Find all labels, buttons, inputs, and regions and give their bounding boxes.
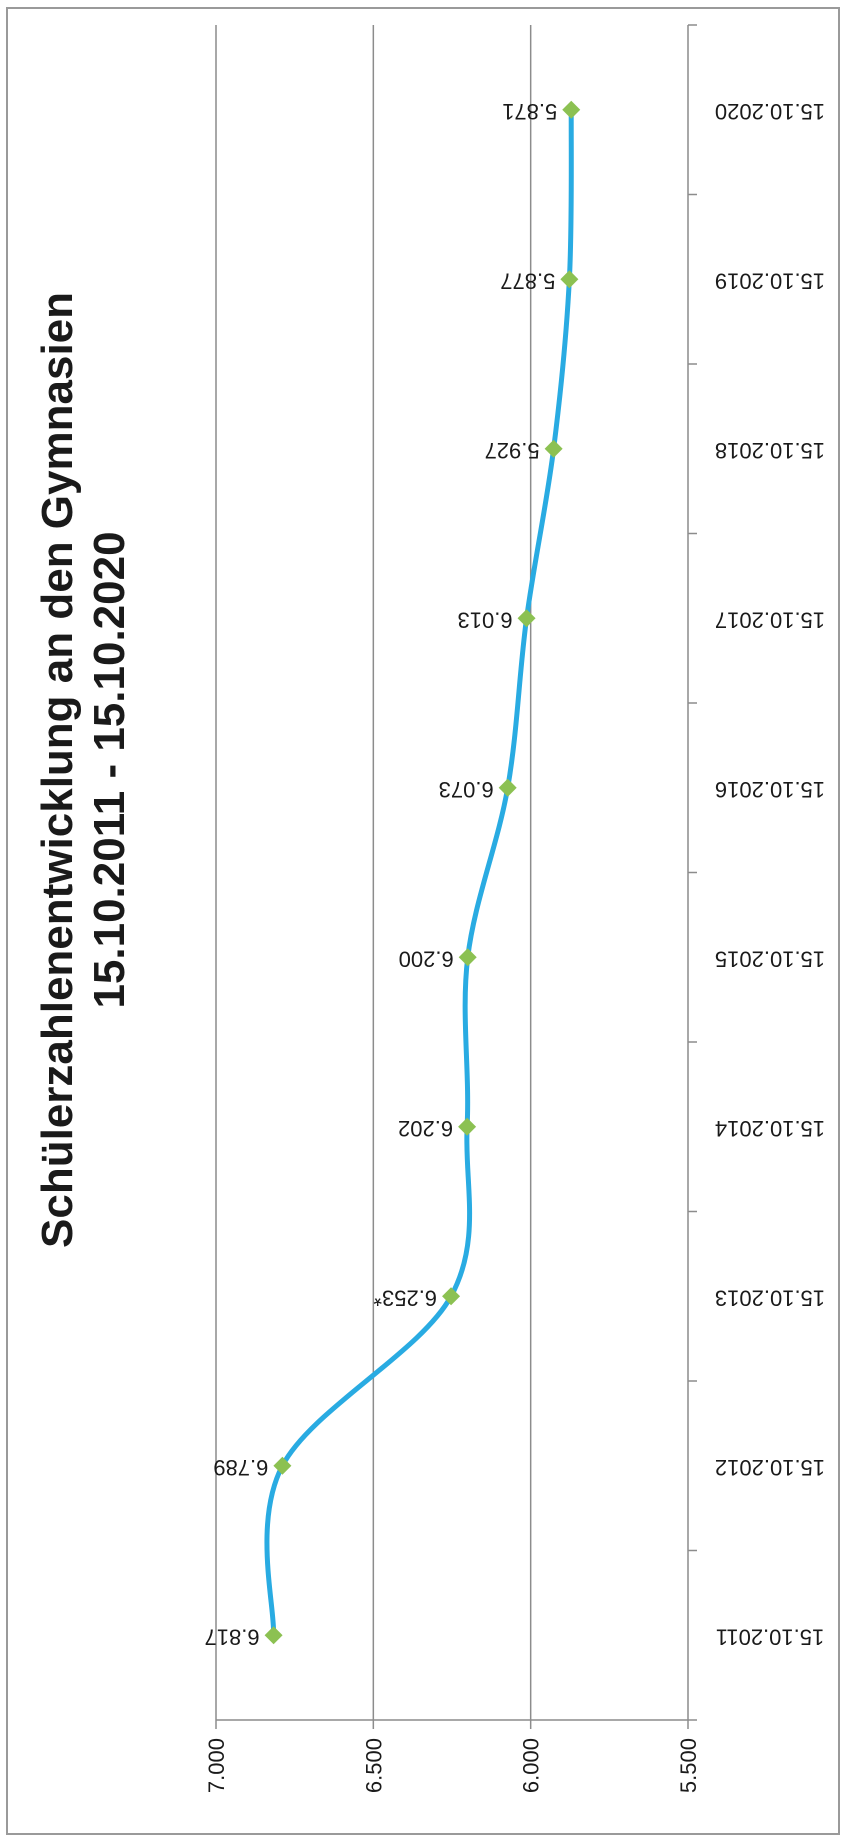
data-label: 6.073 bbox=[439, 777, 494, 802]
x-tick-label: 15.10.2016 bbox=[715, 777, 825, 802]
x-tick-label: 15.10.2014 bbox=[715, 1116, 825, 1141]
data-point bbox=[458, 948, 477, 967]
data-point bbox=[273, 1456, 292, 1475]
data-labels: 6.817 6.789 6.253* 6.202 6.200 6.073 6.013 5.92… bbox=[205, 99, 558, 1650]
data-label: 6.013 bbox=[458, 607, 513, 632]
x-tick-label: 15.10.2020 bbox=[715, 99, 825, 124]
x-tick-label: 15.10.2017 bbox=[715, 607, 825, 632]
data-label: 6.789 bbox=[213, 1455, 268, 1480]
data-point bbox=[560, 270, 579, 289]
data-label: 6.202 bbox=[398, 1116, 453, 1141]
chart-subtitle: 15.10.2011 - 15.10.2020 bbox=[85, 531, 134, 1008]
x-tick-label: 15.10.2011 bbox=[716, 1624, 824, 1649]
axes bbox=[215, 24, 697, 1729]
data-label: 6.200 bbox=[399, 946, 454, 971]
data-label: 5.877 bbox=[500, 268, 555, 293]
x-tick-label: 15.10.2015 bbox=[715, 946, 825, 971]
x-tick-label: 15.10.2018 bbox=[715, 438, 825, 463]
x-tick-labels: 15.10.2011 15.10.2012 15.10.2013 15.10.2014… bbox=[715, 99, 825, 1650]
data-label: 5.871 bbox=[502, 99, 557, 124]
y-tick-label: 7.000 bbox=[204, 1738, 229, 1793]
x-tick-label: 15.10.2019 bbox=[715, 268, 825, 293]
data-point bbox=[544, 439, 563, 458]
gridlines bbox=[215, 25, 532, 1720]
data-label: 5.927 bbox=[485, 438, 540, 463]
data-point bbox=[562, 100, 581, 119]
data-point bbox=[458, 1117, 477, 1136]
y-tick-label: 6.500 bbox=[361, 1738, 386, 1793]
data-point bbox=[517, 609, 536, 628]
series-line bbox=[264, 107, 574, 1638]
data-point bbox=[264, 1626, 283, 1645]
data-point bbox=[442, 1287, 461, 1306]
chart-title: Schülerzahlenentwicklung an den Gymnasie… bbox=[33, 292, 82, 1248]
y-tick-label: 5.500 bbox=[676, 1738, 701, 1793]
x-tick-label: 15.10.2013 bbox=[715, 1285, 825, 1310]
data-markers bbox=[264, 100, 581, 1645]
x-tick-label: 15.10.2012 bbox=[715, 1455, 825, 1480]
data-point bbox=[498, 778, 517, 797]
y-tick-label: 6.000 bbox=[519, 1738, 544, 1793]
data-label: 6.817 bbox=[205, 1624, 260, 1649]
chart-frame bbox=[6, 7, 840, 1835]
data-label: 6.253* bbox=[373, 1285, 437, 1310]
y-tick-labels: 5.500 6.000 6.500 7.000 bbox=[204, 1738, 701, 1793]
